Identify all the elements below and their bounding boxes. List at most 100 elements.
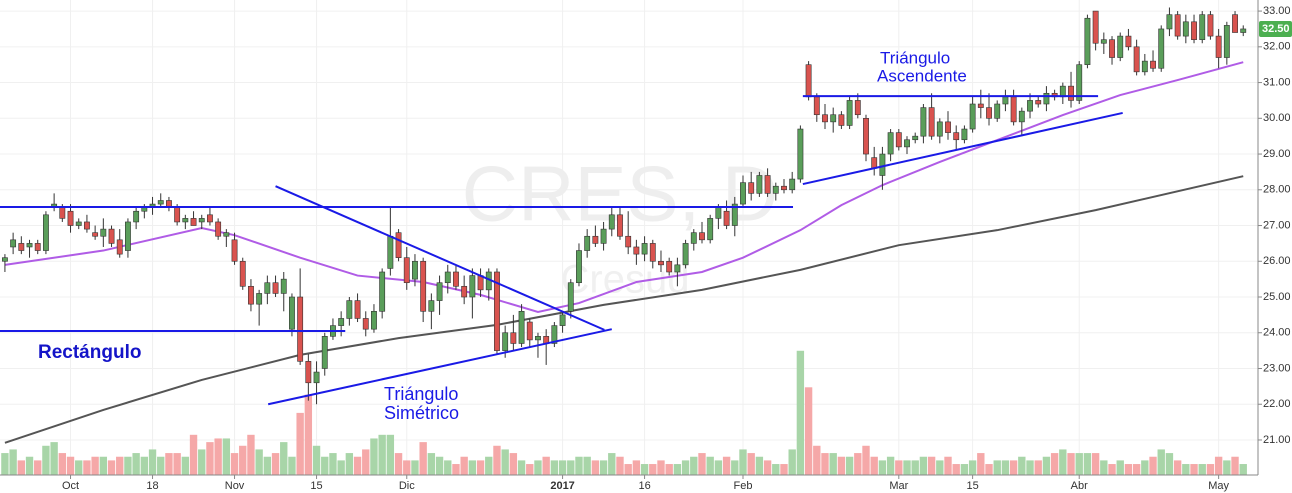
candle-body: [1084, 17, 1091, 65]
volume-bar: [42, 445, 50, 475]
candle-body: [346, 300, 353, 319]
volume-bar: [124, 456, 132, 475]
volume-bar: [829, 453, 837, 475]
volume-bar: [780, 464, 788, 475]
candle-body: [715, 207, 722, 219]
candle-body: [904, 139, 910, 148]
volume-bar: [271, 453, 280, 475]
volume-bar: [657, 460, 665, 475]
volume-bar: [329, 453, 337, 475]
volume-bar: [1141, 460, 1149, 475]
candle-body: [494, 271, 500, 351]
candle-body: [1002, 96, 1009, 105]
volume-bar: [34, 460, 42, 475]
volume-bar: [632, 460, 641, 475]
volume-bar: [1075, 453, 1083, 475]
candle-body: [764, 175, 771, 194]
volume-bar: [107, 460, 116, 475]
volume-bar: [1182, 464, 1190, 475]
volume-bar: [132, 453, 140, 475]
volume-bar: [1206, 464, 1215, 475]
moving-average: [4, 175, 1244, 444]
volume-bar: [476, 460, 485, 475]
candle-body: [1100, 39, 1107, 44]
volume-bar: [460, 456, 468, 475]
volume-bar: [509, 453, 518, 475]
volume-bar: [1132, 464, 1141, 475]
candle-body: [182, 218, 189, 223]
volume-bar: [370, 438, 378, 475]
volume-bar: [435, 456, 444, 475]
candle-body: [412, 260, 418, 280]
grid: [0, 0, 1258, 475]
volume-bar: [1009, 460, 1018, 475]
volume-bar: [75, 460, 83, 475]
candle-body: [436, 282, 443, 301]
volume-bar: [58, 453, 67, 475]
candle-body: [658, 260, 664, 266]
candle-body: [1109, 39, 1115, 58]
volume-bar: [1018, 456, 1026, 475]
x-tick-label: Mar: [889, 480, 908, 492]
candle-body: [731, 203, 738, 226]
candle-body: [674, 264, 681, 273]
candle-body: [854, 100, 861, 116]
volume-bar: [1173, 460, 1182, 475]
candle-body: [502, 332, 509, 351]
candle-body: [1035, 100, 1042, 105]
volume-bar: [214, 438, 222, 475]
moving-average: [4, 61, 1244, 314]
volume-bar: [862, 445, 870, 475]
candle-body: [1, 257, 8, 262]
candle-body: [633, 246, 640, 255]
volume-bar: [583, 456, 591, 475]
candle-body: [379, 271, 386, 312]
volume-bar: [255, 449, 263, 475]
candle-body: [444, 271, 451, 284]
candle-body: [280, 278, 287, 294]
volume-bar: [878, 460, 887, 475]
x-tick-label: 16: [638, 480, 650, 492]
candle-body: [133, 210, 140, 223]
volume-bar: [714, 460, 723, 475]
volume-bar: [911, 460, 919, 475]
candle-body: [157, 200, 164, 205]
candle-body: [207, 214, 213, 223]
volume-bar: [1116, 460, 1124, 475]
candle-body: [362, 318, 369, 330]
candle-body: [846, 100, 853, 126]
candle-body: [18, 243, 25, 251]
volume-bar: [763, 460, 772, 475]
volume-bar: [1100, 460, 1108, 475]
volume-bar: [1026, 460, 1034, 475]
volume-bar: [936, 460, 944, 475]
y-tick-label: 27.00: [1263, 219, 1291, 231]
candle-body: [863, 118, 869, 155]
volume-bar: [591, 460, 600, 475]
volume-bar: [640, 464, 649, 475]
volume-bar: [99, 456, 108, 475]
candle-body: [953, 132, 960, 141]
candle-body: [420, 260, 427, 312]
candle-body: [34, 243, 41, 251]
candle-body: [510, 332, 517, 344]
volume-bar: [977, 453, 985, 475]
volume-bar: [673, 464, 682, 475]
candle-body: [10, 239, 17, 248]
candle-body: [248, 285, 254, 305]
last-price-label: 32.50: [1262, 23, 1290, 35]
candle-body: [67, 210, 74, 226]
volume-bar: [1083, 453, 1092, 475]
volume-bar: [17, 460, 26, 475]
volume-bar: [681, 460, 690, 475]
volume-bar: [427, 453, 436, 475]
candle-body: [1076, 64, 1083, 101]
volume-bar: [927, 456, 936, 475]
volume-bar: [419, 442, 427, 475]
candle-body: [239, 260, 246, 287]
volume-bar: [558, 460, 567, 475]
volume-bar: [247, 434, 255, 475]
x-tick-label: Nov: [225, 480, 245, 492]
